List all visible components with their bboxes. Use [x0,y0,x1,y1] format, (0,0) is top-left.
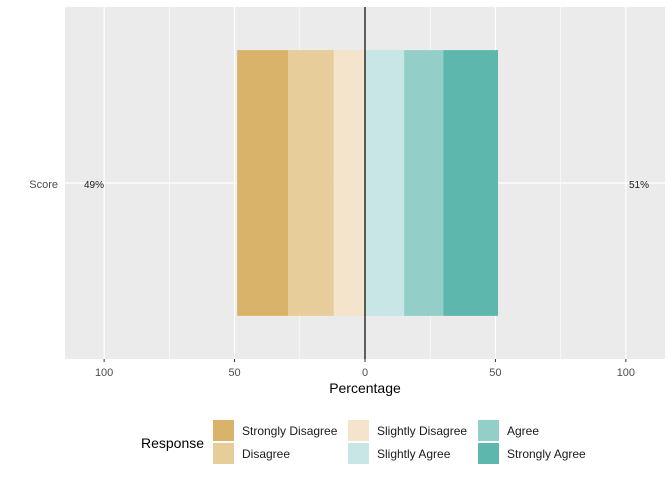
left-total-label: 49% [84,180,104,191]
x-axis-title: Percentage [329,380,401,396]
x-tick-label: 0 [362,367,368,379]
bar-strongly-disagree [237,50,289,316]
legend-key-slightly-agree [348,443,369,464]
category-label-score: Score [29,179,58,191]
legend-key-strongly-agree [478,443,499,464]
bars-group [237,50,499,316]
bar-agree [404,50,444,316]
legend-key-slightly-disagree [348,420,369,441]
legend-title: Response [141,435,205,451]
x-tick-label: 50 [228,367,240,379]
bar-disagree [288,50,334,316]
legend-key-agree [478,420,499,441]
legend: Response Strongly Disagree Disagree Slig… [141,420,672,466]
x-axis-ticks: 100 50 0 50 100 [95,359,635,379]
bar-slightly-disagree [333,50,365,316]
legend-label-strongly-disagree: Strongly Disagree [242,424,338,438]
legend-label-strongly-agree: Strongly Agree [507,447,586,461]
legend-key-disagree [213,443,234,464]
legend-label-slightly-agree: Slightly Agree [377,447,451,461]
x-tick-label: 100 [95,367,113,379]
x-tick-label: 50 [489,367,501,379]
legend-label-agree: Agree [507,424,540,438]
right-total-label: 51% [629,180,649,191]
legend-key-strongly-disagree [213,420,234,441]
legend-label-disagree: Disagree [242,447,291,461]
legend-label-slightly-disagree: Slightly Disagree [377,424,468,438]
x-tick-label: 100 [617,367,635,379]
bar-slightly-agree [365,50,405,316]
bar-strongly-agree [443,50,499,316]
